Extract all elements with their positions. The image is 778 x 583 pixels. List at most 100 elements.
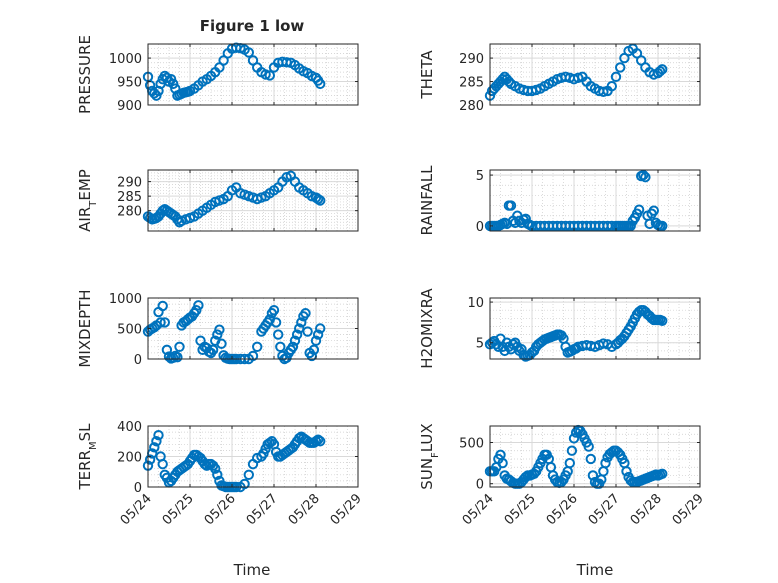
- panel-theta: 280 285 290 THETA: [418, 43, 701, 114]
- data-point: [610, 71, 622, 83]
- y-axis-label: RAINFALL: [418, 165, 436, 236]
- data-point: [193, 300, 204, 311]
- y-tick-label: 10: [467, 296, 484, 311]
- data-point: [157, 300, 168, 312]
- data-point: [308, 344, 320, 356]
- data-point: [270, 317, 282, 328]
- data-point: [573, 72, 584, 83]
- y-axis-label: TERRMSL: [76, 423, 99, 491]
- data-point: [625, 220, 636, 232]
- y-tick-label: 200: [117, 451, 142, 466]
- data-point: [268, 305, 280, 316]
- data-point: [260, 69, 271, 80]
- data-point: [149, 322, 160, 333]
- data-point: [657, 64, 668, 75]
- data-point: [315, 195, 326, 206]
- y-axis-label: THETA: [418, 50, 436, 100]
- data-point: [243, 47, 255, 58]
- data-point: [210, 463, 221, 474]
- y-tick-label: 900: [117, 99, 142, 114]
- y-tick-label: 0: [476, 478, 484, 493]
- x-axis-label-left: Time: [233, 561, 271, 579]
- y-tick-label: 285: [117, 190, 142, 205]
- data-point: [273, 329, 284, 340]
- data-point: [564, 457, 575, 469]
- data-point: [151, 436, 162, 447]
- data-point: [300, 308, 311, 319]
- data-point: [315, 436, 326, 447]
- data-point: [638, 169, 649, 181]
- data-point: [239, 478, 250, 490]
- data-point: [600, 457, 611, 469]
- y-tick-label: 500: [459, 436, 484, 451]
- y-tick-label: 285: [459, 76, 484, 91]
- y-tick-label: 1000: [109, 292, 142, 307]
- data-point: [243, 469, 255, 480]
- axes-box: [147, 297, 359, 360]
- data-point: [587, 470, 599, 481]
- data-point: [654, 66, 666, 77]
- y-axis-label: PRESSURE: [76, 35, 94, 114]
- axes-box: [489, 43, 701, 106]
- data-point: [291, 329, 303, 340]
- data-point: [155, 317, 166, 328]
- y-tick-label: 0: [134, 353, 142, 368]
- data-point: [640, 171, 651, 183]
- data-point: [168, 352, 179, 363]
- data-point: [568, 433, 580, 444]
- y-axis-label: SUNFLUX: [418, 423, 441, 489]
- data-point: [212, 469, 223, 480]
- axes-box: [489, 169, 701, 232]
- y-tick-label: 1000: [109, 52, 142, 67]
- data-point: [657, 468, 668, 480]
- data-point: [621, 466, 632, 477]
- y-tick-label: 290: [117, 176, 142, 191]
- data-point: [212, 329, 223, 340]
- data-point: [207, 344, 219, 356]
- y-axis-label: MIXDEPTH: [76, 289, 94, 367]
- panel-rainfall: 0 5 RAINFALL: [418, 165, 701, 236]
- y-tick-label: 0: [476, 220, 484, 235]
- data-point: [657, 220, 668, 232]
- y-axis-label: AIRTEMP: [76, 169, 99, 232]
- y-tick-label: 5: [476, 337, 484, 352]
- data-point: [312, 329, 324, 340]
- y-tick-label: 950: [117, 76, 142, 91]
- data-point: [144, 454, 156, 465]
- panel-h2omixra: 5 10 H2OMIXRA: [418, 288, 701, 369]
- y-tick-label: 280: [117, 205, 142, 220]
- data-point: [315, 323, 326, 334]
- axes-box: [147, 43, 359, 106]
- y-tick-label: 400: [117, 420, 142, 435]
- data-point: [174, 341, 185, 352]
- data-point: [191, 305, 202, 316]
- data-point: [264, 70, 275, 81]
- data-point: [287, 341, 299, 352]
- data-point: [214, 324, 225, 335]
- data-point: [657, 315, 668, 326]
- data-point: [296, 317, 307, 328]
- y-tick-label: 0: [134, 481, 142, 496]
- data-point: [606, 81, 617, 92]
- data-point: [216, 338, 227, 349]
- data-point: [516, 344, 527, 355]
- data-point: [161, 344, 173, 356]
- data-point: [497, 73, 508, 85]
- panel-pressure: 900 950 1000 PRESSURE: [76, 35, 359, 114]
- data-point: [505, 200, 517, 211]
- data-point: [306, 350, 317, 362]
- panel-mixdepth: 0 500 1000 MIXDEPTH: [76, 289, 359, 368]
- data-point: [598, 86, 609, 98]
- y-tick-label: 5: [476, 169, 484, 184]
- data-point: [315, 78, 326, 90]
- data-point: [172, 351, 183, 363]
- x-axis-label-right: Time: [576, 561, 614, 579]
- data-point: [633, 204, 645, 215]
- data-point: [566, 445, 578, 456]
- data-point: [497, 457, 508, 469]
- y-axis-label: H2OMIXRA: [418, 288, 436, 369]
- axes-box: [147, 169, 359, 232]
- axes-box: [489, 297, 701, 360]
